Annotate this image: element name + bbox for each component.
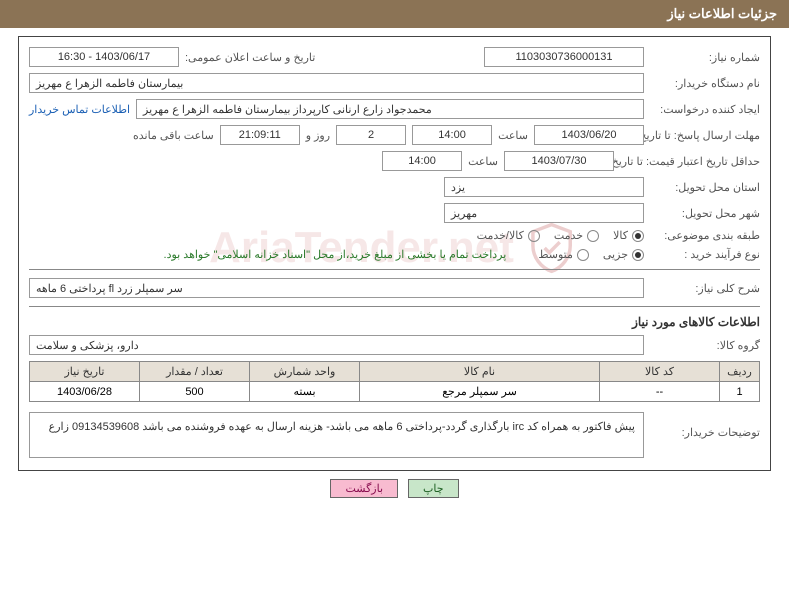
- radio-icon: [528, 230, 540, 242]
- cell-qty: 500: [140, 382, 250, 402]
- min-validity-date: 1403/07/30: [504, 151, 614, 171]
- topic-class-group: کالا خدمت کالا/خدمت: [477, 229, 644, 242]
- cell-code: --: [600, 382, 720, 402]
- goods-group-value: دارو، پزشکی و سلامت: [29, 335, 644, 355]
- buyer-org-label: نام دستگاه خریدار:: [650, 77, 760, 90]
- details-frame: شماره نیاز: 1103030736000131 تاریخ و ساع…: [18, 36, 771, 471]
- page-title: جزئیات اطلاعات نیاز: [0, 0, 789, 28]
- min-validity-time: 14:00: [382, 151, 462, 171]
- delivery-province-value: یزد: [444, 177, 644, 197]
- purchase-type-label: نوع فرآیند خرید :: [650, 248, 760, 261]
- deadline-timer: 21:09:11: [220, 125, 300, 145]
- requester-label: ایجاد کننده درخواست:: [650, 103, 760, 116]
- goods-info-title: اطلاعات کالاهای مورد نیاز: [29, 315, 760, 329]
- deadline-days: 2: [336, 125, 406, 145]
- deadline-time-label: ساعت: [498, 129, 528, 142]
- print-button[interactable]: چاپ: [408, 479, 459, 498]
- purchase-option-medium[interactable]: متوسط: [538, 248, 589, 261]
- radio-icon: [632, 249, 644, 261]
- goods-group-label: گروه کالا:: [650, 339, 760, 352]
- purchase-type-group: جزیی متوسط: [538, 248, 644, 261]
- topic-class-label: طبقه بندی موضوعی:: [650, 229, 760, 242]
- col-qty: تعداد / مقدار: [140, 362, 250, 382]
- col-code: کد کالا: [600, 362, 720, 382]
- cell-unit: بسته: [250, 382, 360, 402]
- announce-date-label: تاریخ و ساعت اعلان عمومی:: [185, 51, 315, 64]
- goods-table: ردیف کد کالا نام کالا واحد شمارش تعداد /…: [29, 361, 760, 402]
- purchase-option-minor[interactable]: جزیی: [603, 248, 644, 261]
- deadline-date: 1403/06/20: [534, 125, 644, 145]
- min-validity-label: حداقل تاریخ اعتبار قیمت: تا تاریخ:: [620, 155, 760, 168]
- deadline-days-label: روز و: [306, 129, 330, 142]
- cell-row: 1: [720, 382, 760, 402]
- buyer-notes-label: توضیحات خریدار:: [650, 412, 760, 439]
- delivery-province-label: استان محل تحویل:: [650, 181, 760, 194]
- deadline-remaining-label: ساعت باقی مانده: [133, 129, 214, 142]
- table-header-row: ردیف کد کالا نام کالا واحد شمارش تعداد /…: [30, 362, 760, 382]
- min-validity-time-label: ساعت: [468, 155, 498, 168]
- topic-option-both[interactable]: کالا/خدمت: [477, 229, 540, 242]
- deadline-label: مهلت ارسال پاسخ: تا تاریخ:: [650, 129, 760, 142]
- divider: [29, 306, 760, 307]
- radio-icon: [632, 230, 644, 242]
- delivery-city-label: شهر محل تحویل:: [650, 207, 760, 220]
- overall-desc-value: سر سمپلر زرد fl پرداختی 6 ماهه: [29, 278, 644, 298]
- col-unit: واحد شمارش: [250, 362, 360, 382]
- col-name: نام کالا: [360, 362, 600, 382]
- topic-option-service[interactable]: خدمت: [554, 229, 599, 242]
- delivery-city-value: مهریز: [444, 203, 644, 223]
- requester-value: محمدجواد زارع ارنانی کارپرداز بیمارستان …: [136, 99, 644, 119]
- buyer-org-value: بیمارستان فاطمه الزهرا ع مهریز: [29, 73, 644, 93]
- col-row: ردیف: [720, 362, 760, 382]
- divider: [29, 269, 760, 270]
- deadline-time: 14:00: [412, 125, 492, 145]
- table-row: 1 -- سر سمپلر مرجع بسته 500 1403/06/28: [30, 382, 760, 402]
- buyer-contact-link[interactable]: اطلاعات تماس خریدار: [29, 103, 130, 116]
- radio-icon: [577, 249, 589, 261]
- need-number-label: شماره نیاز:: [650, 51, 760, 64]
- treasury-note: پرداخت تمام یا بخشی از مبلغ خرید،از محل …: [164, 248, 507, 261]
- buyer-notes-value: پیش فاکتور به همراه کد irc بارگذاری گردد…: [29, 412, 644, 458]
- topic-option-goods[interactable]: کالا: [613, 229, 644, 242]
- need-number-value: 1103030736000131: [484, 47, 644, 67]
- back-button[interactable]: بازگشت: [330, 479, 398, 498]
- radio-icon: [587, 230, 599, 242]
- overall-desc-label: شرح کلی نیاز:: [650, 282, 760, 295]
- cell-date: 1403/06/28: [30, 382, 140, 402]
- announce-date-value: 1403/06/17 - 16:30: [29, 47, 179, 67]
- button-bar: چاپ بازگشت: [0, 479, 789, 498]
- cell-name: سر سمپلر مرجع: [360, 382, 600, 402]
- col-date: تاریخ نیاز: [30, 362, 140, 382]
